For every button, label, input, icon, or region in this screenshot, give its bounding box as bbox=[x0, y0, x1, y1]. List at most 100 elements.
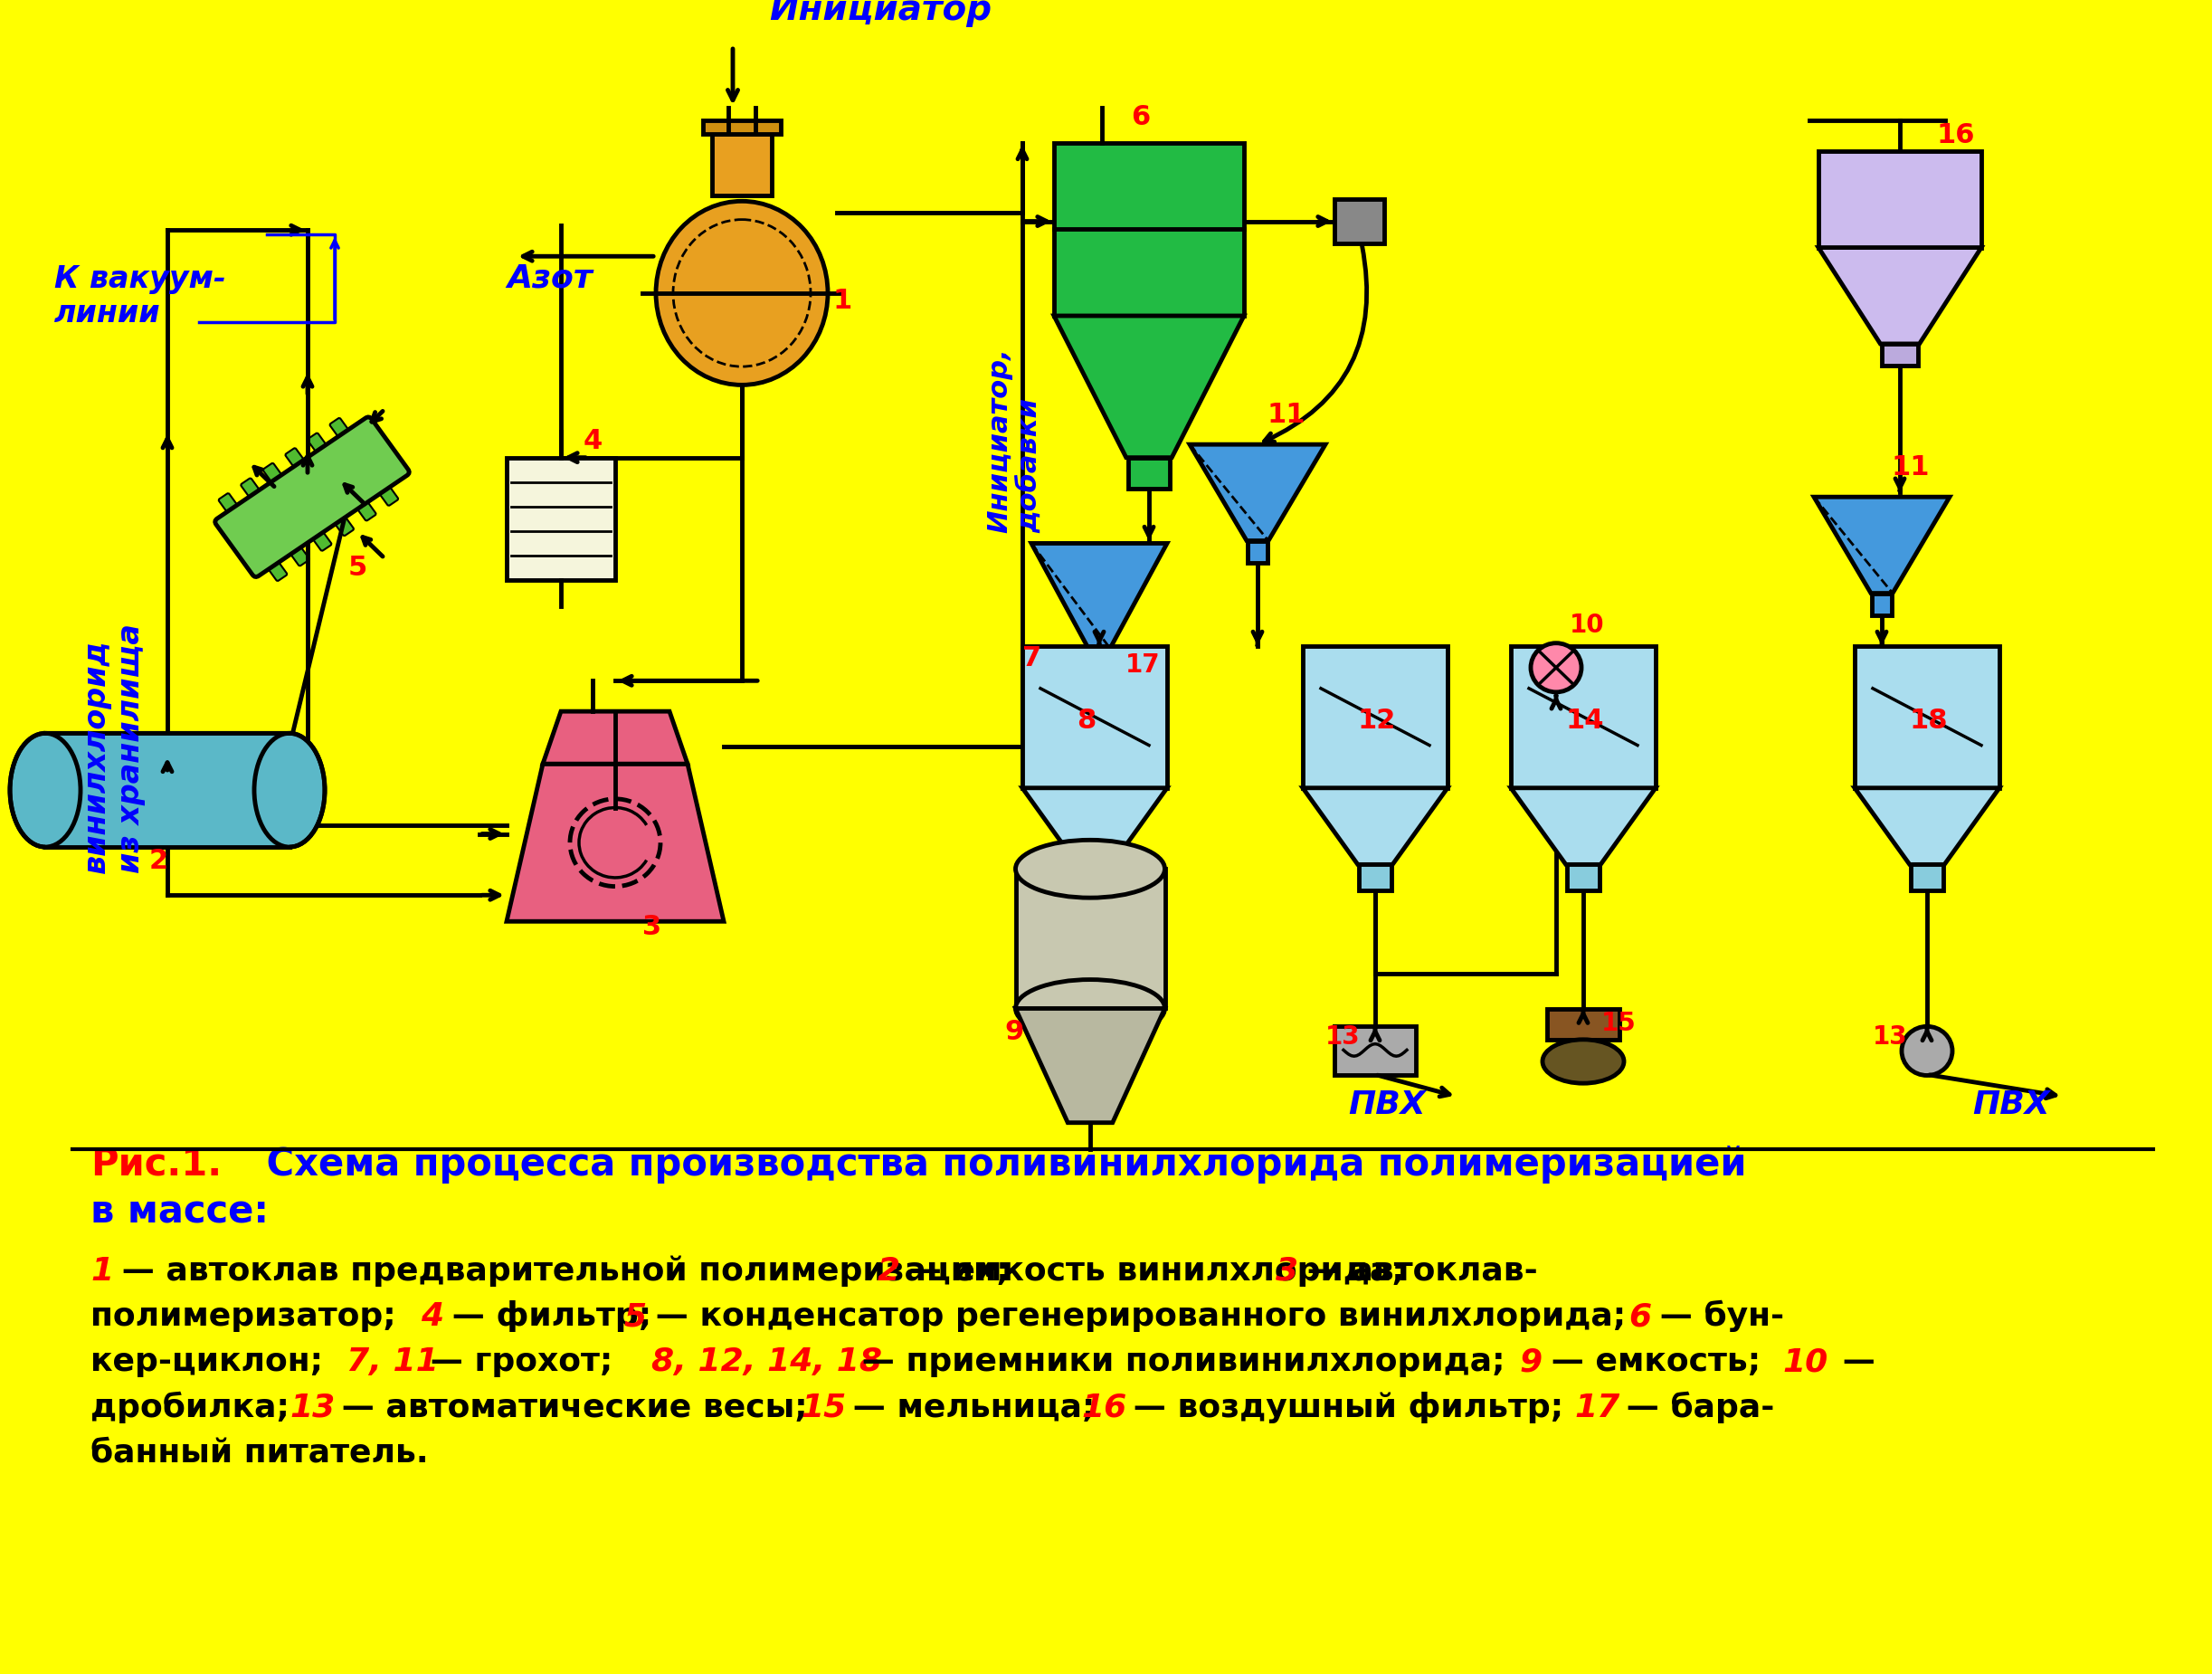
FancyBboxPatch shape bbox=[307, 434, 376, 521]
FancyBboxPatch shape bbox=[330, 418, 398, 506]
Text: 10: 10 bbox=[1571, 613, 1604, 638]
Bar bbox=[1511, 646, 1655, 788]
FancyBboxPatch shape bbox=[219, 494, 288, 581]
Text: 1: 1 bbox=[91, 1256, 113, 1287]
Text: ПВХ: ПВХ bbox=[1973, 1090, 2051, 1120]
Bar bbox=[1079, 864, 1110, 891]
Text: 18: 18 bbox=[1909, 708, 1947, 735]
Text: 13: 13 bbox=[290, 1393, 334, 1423]
Text: 8, 12, 14, 18: 8, 12, 14, 18 bbox=[650, 1348, 883, 1378]
Text: — бара-: — бара- bbox=[1615, 1391, 1774, 1423]
Text: 1: 1 bbox=[832, 288, 852, 315]
Text: 6: 6 bbox=[1628, 1301, 1650, 1333]
FancyBboxPatch shape bbox=[263, 464, 332, 551]
Text: 2: 2 bbox=[878, 1256, 900, 1287]
Text: Инициатор,
добавки: Инициатор, добавки bbox=[987, 348, 1042, 532]
Text: 6: 6 bbox=[1130, 104, 1150, 131]
Text: 7: 7 bbox=[1022, 644, 1042, 671]
Text: — автоклав-: — автоклав- bbox=[1296, 1256, 1537, 1287]
Text: — воздушный фильтр;: — воздушный фильтр; bbox=[1121, 1391, 1564, 1423]
Text: — конденсатор регенерированного винилхлорида;: — конденсатор регенерированного винилхло… bbox=[644, 1301, 1626, 1333]
Polygon shape bbox=[1814, 497, 1949, 593]
Circle shape bbox=[1531, 643, 1582, 691]
Polygon shape bbox=[1015, 1008, 1166, 1123]
Text: 15: 15 bbox=[1601, 1011, 1637, 1036]
FancyBboxPatch shape bbox=[44, 733, 290, 847]
Text: 8: 8 bbox=[1077, 708, 1095, 735]
Text: 14: 14 bbox=[1566, 708, 1604, 735]
Text: 5: 5 bbox=[347, 554, 367, 581]
Bar bbox=[1882, 343, 1918, 365]
Text: кер-циклон;: кер-циклон; bbox=[91, 1348, 323, 1378]
Bar bbox=[44, 733, 290, 847]
Text: банный питатель.: банный питатель. bbox=[91, 1438, 429, 1468]
Bar bbox=[1075, 663, 1121, 698]
Text: — емкость;: — емкость; bbox=[1540, 1348, 1761, 1378]
Bar bbox=[1088, 648, 1110, 670]
Bar bbox=[1871, 593, 1891, 614]
Polygon shape bbox=[1854, 788, 2000, 864]
Text: 16: 16 bbox=[1082, 1393, 1126, 1423]
Ellipse shape bbox=[1015, 979, 1166, 1038]
Bar bbox=[703, 121, 781, 134]
Text: 13: 13 bbox=[1874, 1024, 1907, 1050]
Text: 11: 11 bbox=[1267, 402, 1305, 429]
Text: ПВХ: ПВХ bbox=[1347, 1090, 1425, 1120]
Bar bbox=[1911, 864, 1942, 891]
Bar bbox=[1022, 646, 1168, 788]
Text: 13: 13 bbox=[1325, 1024, 1360, 1050]
Text: 4: 4 bbox=[420, 1301, 442, 1333]
Text: 15: 15 bbox=[801, 1393, 847, 1423]
Text: дробилка;: дробилка; bbox=[91, 1391, 290, 1423]
Ellipse shape bbox=[9, 733, 80, 847]
Text: — бун-: — бун- bbox=[1648, 1301, 1785, 1333]
Bar bbox=[1818, 151, 1982, 248]
Text: — емкость винилхлорида;: — емкость винилхлорида; bbox=[898, 1256, 1405, 1287]
Text: К вакуум-
линии: К вакуум- линии bbox=[55, 264, 226, 328]
Polygon shape bbox=[1031, 544, 1168, 648]
Text: 17: 17 bbox=[1575, 1393, 1619, 1423]
Text: 7, 11: 7, 11 bbox=[347, 1348, 438, 1378]
Ellipse shape bbox=[657, 201, 827, 385]
Bar bbox=[1053, 142, 1243, 316]
Bar bbox=[1854, 646, 2000, 788]
Text: Инициатор: Инициатор bbox=[770, 0, 991, 27]
FancyBboxPatch shape bbox=[215, 417, 409, 578]
Circle shape bbox=[1902, 1026, 1953, 1075]
Text: 4: 4 bbox=[584, 429, 602, 454]
Text: 3: 3 bbox=[1276, 1256, 1298, 1287]
Bar bbox=[1303, 646, 1447, 788]
Polygon shape bbox=[1818, 248, 1982, 343]
Text: 5: 5 bbox=[624, 1301, 646, 1333]
Text: 2: 2 bbox=[148, 849, 168, 874]
Polygon shape bbox=[1190, 445, 1325, 541]
Bar bbox=[1546, 1009, 1619, 1040]
Ellipse shape bbox=[254, 733, 325, 847]
Text: 10: 10 bbox=[1783, 1348, 1827, 1378]
Bar bbox=[507, 457, 615, 581]
Bar bbox=[1358, 864, 1391, 891]
Text: — грохот;: — грохот; bbox=[418, 1348, 613, 1378]
Text: 3: 3 bbox=[641, 914, 661, 939]
Text: в массе:: в массе: bbox=[91, 1194, 268, 1232]
Text: 11: 11 bbox=[1891, 454, 1929, 480]
Polygon shape bbox=[1053, 316, 1243, 457]
Polygon shape bbox=[1303, 788, 1447, 864]
Text: — фильтр;: — фильтр; bbox=[440, 1301, 653, 1333]
Text: 17: 17 bbox=[1126, 653, 1161, 678]
Polygon shape bbox=[542, 711, 688, 763]
Text: 9: 9 bbox=[1004, 1019, 1024, 1045]
Text: 12: 12 bbox=[1356, 708, 1396, 735]
Text: Схема процесса производства поливинилхлорида полимеризацией: Схема процесса производства поливинилхло… bbox=[254, 1145, 1747, 1184]
Bar bbox=[1334, 199, 1385, 243]
Ellipse shape bbox=[1542, 1040, 1624, 1083]
Bar bbox=[1568, 864, 1599, 891]
Ellipse shape bbox=[1015, 840, 1166, 897]
Text: 16: 16 bbox=[1936, 122, 1975, 147]
Text: — автоматические весы;: — автоматические весы; bbox=[330, 1393, 807, 1423]
Text: полимеризатор;: полимеризатор; bbox=[91, 1301, 396, 1333]
Bar bbox=[1015, 869, 1166, 1008]
FancyBboxPatch shape bbox=[285, 449, 354, 536]
Bar bbox=[1248, 541, 1267, 562]
Text: винилхлорид
из хранилища: винилхлорид из хранилища bbox=[82, 624, 146, 874]
